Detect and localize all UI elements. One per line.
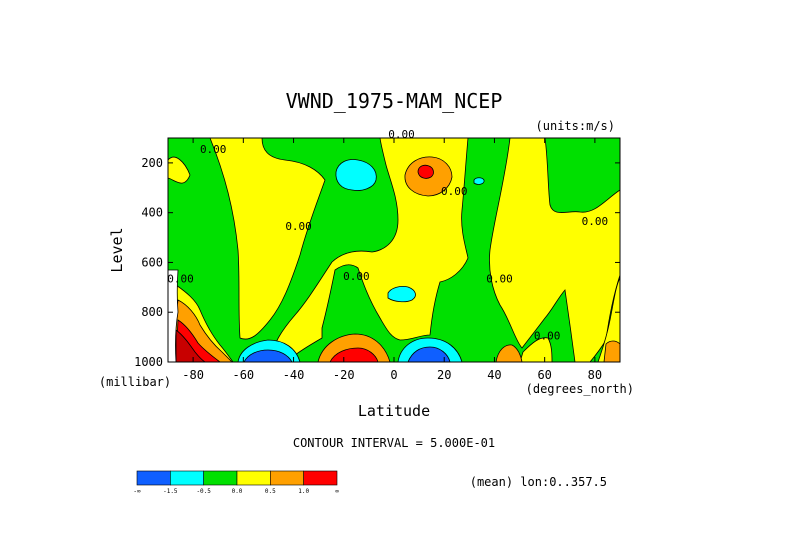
strong-positive-region-north-low <box>495 344 523 362</box>
contour-label: 0.00 <box>343 270 370 283</box>
contour-label: 0.00 <box>534 330 561 343</box>
x-tick-label: 0 <box>390 368 397 382</box>
y-units-label: (millibar) <box>99 375 171 389</box>
x-tick-label: -80 <box>182 368 204 382</box>
y-axis: 200 400 600 800 1000 <box>134 156 620 369</box>
colorbar-tick-label: 0.5 <box>265 488 276 495</box>
y-tick-label: 200 <box>141 156 163 170</box>
contour-interval-note: CONTOUR INTERVAL = 5.000E-01 <box>293 436 495 450</box>
contour-labels: 0.00 0.00 0.00 0.00 0.00 0.00 0.00 0.00 0.00 <box>167 128 608 343</box>
colorbar-tick-label: 1.0 <box>298 488 309 495</box>
x-tick-label: 20 <box>437 368 451 382</box>
positive-region-top-left <box>168 156 191 184</box>
y-tick-label: 800 <box>141 305 163 319</box>
y-tick-label: 600 <box>141 255 163 269</box>
x-tick-label: -40 <box>283 368 305 382</box>
units-label: (units:m/s) <box>536 119 615 133</box>
contour-label: 0.00 <box>167 272 194 285</box>
y-axis-label: Level <box>108 227 126 272</box>
colorbar-tick-label: -∞ <box>133 488 141 495</box>
contour-label: 0.00 <box>388 128 415 141</box>
x-tick-label: -20 <box>333 368 355 382</box>
negative-region-small-north <box>473 177 485 185</box>
x-tick-label: -60 <box>232 368 254 382</box>
positive-region-northern-upper <box>489 138 620 362</box>
colorbar-tick-label: ∞ <box>335 488 339 495</box>
colorbar-swatch <box>203 470 238 486</box>
contour-label: 0.00 <box>582 215 609 228</box>
y-tick-label: 400 <box>141 206 163 220</box>
colorbar-tick-label: -1.5 <box>163 488 178 495</box>
strongest-core-south <box>175 329 206 362</box>
positive-region-northern-lower <box>519 337 553 362</box>
missing-data-region <box>168 269 179 362</box>
contour-label: 0.00 <box>200 143 227 156</box>
colorbar-swatch <box>303 470 338 486</box>
chart-title: VWND_1975-MAM_NCEP <box>286 89 503 113</box>
x-units-label: (degrees_north) <box>526 382 634 396</box>
contour-label: 0.00 <box>285 220 312 233</box>
y-tick-label: 1000 <box>134 355 163 369</box>
x-axis: -80 -60 -40 -20 0 20 40 60 80 <box>182 138 602 382</box>
contour-label: 0.00 <box>441 185 468 198</box>
colorbar-swatch <box>236 470 271 486</box>
x-tick-label: 40 <box>487 368 501 382</box>
colorbar: -∞ -1.5 -0.5 0.0 0.5 1.0 ∞ <box>133 470 339 495</box>
colorbar-swatch <box>136 470 171 486</box>
very-negative-core-center <box>407 346 451 362</box>
very-positive-core-center <box>329 347 379 362</box>
colorbar-swatch <box>270 470 304 486</box>
negative-region-upper-center <box>335 159 377 191</box>
positive-region-southern-column <box>209 138 326 340</box>
colorbar-tick-label: 0.0 <box>232 488 243 495</box>
x-axis-label: Latitude <box>358 402 430 420</box>
very-negative-core-southern <box>243 349 293 362</box>
colorbar-tick-label: -0.5 <box>196 488 211 495</box>
negative-region-mid-center <box>387 285 416 303</box>
strong-positive-region-far-north <box>603 340 620 362</box>
footer-note: (mean) lon:0..357.5 <box>470 475 607 489</box>
x-tick-label: 80 <box>588 368 602 382</box>
very-positive-core-jet <box>417 164 434 179</box>
x-tick-label: 60 <box>537 368 551 382</box>
plot-area <box>168 138 620 362</box>
contour-label: 0.00 <box>486 272 513 285</box>
colorbar-swatch <box>170 470 204 486</box>
